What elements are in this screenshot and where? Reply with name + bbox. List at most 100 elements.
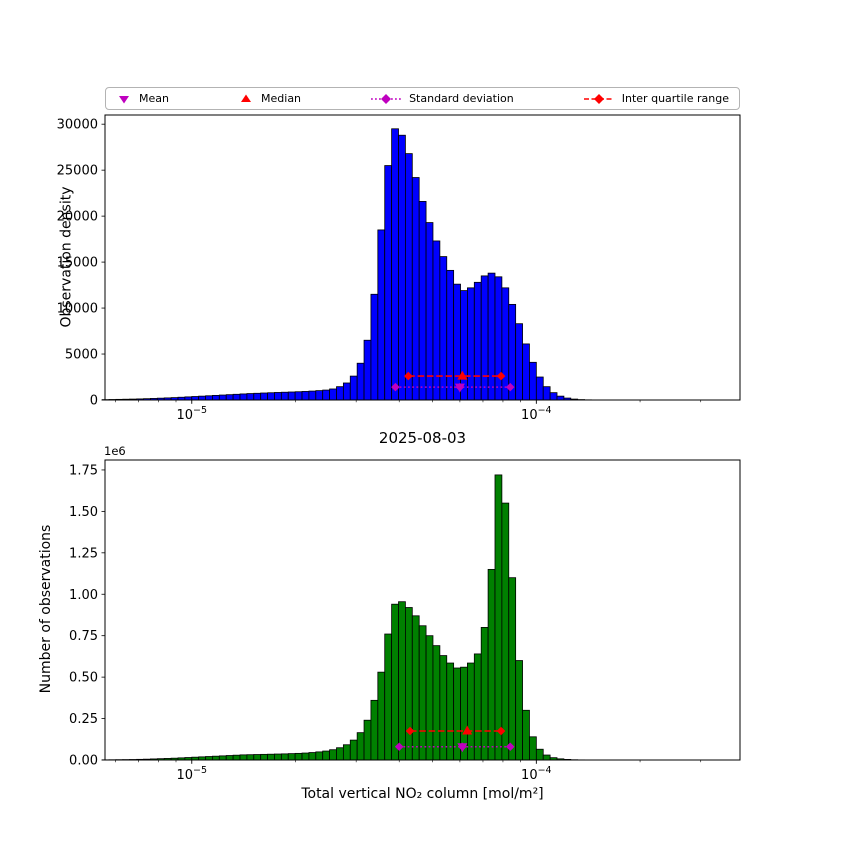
histogram-bar [225,394,234,401]
histogram-bar [446,269,455,401]
histogram-bar [384,165,393,401]
iqr-q1-diamond [405,726,415,736]
histogram-bar [549,392,558,401]
histogram-bar [287,391,296,401]
std-high-diamond [505,382,515,392]
histogram-bar [363,719,372,761]
histogram-bar [384,633,393,761]
histogram-bar [218,755,227,761]
histogram-bar [205,395,213,401]
y-tick-label: 1.75 [69,463,98,478]
std-deviation-diamond-dotted-icon [370,92,402,106]
histogram-bar [480,627,489,761]
histogram-bar [342,744,351,761]
histogram-bar [349,375,358,401]
histogram-bar [212,755,220,761]
y-tick-label: 25000 [57,164,98,179]
xlabel-total-vertical-no2-column: Total vertical NO₂ column [mol/m²] [301,786,544,802]
histogram-bar [336,386,344,401]
histogram-bar [515,323,523,401]
histogram-bar [308,752,317,761]
histogram-bar [280,753,289,761]
legend-item-inter-quartile-range: Inter quartile range [583,92,729,106]
x-tick-label: 10−5 [176,405,207,423]
legend-item-median: Median [238,92,301,106]
histogram-bar [501,287,510,401]
bottom-chart-title: 2025-08-03 [378,429,467,447]
histogram-bar [439,655,448,761]
histogram-bar [329,388,337,401]
histogram-bar [205,756,213,761]
mean-triangle-down-icon [116,92,132,106]
histogram-bar [329,749,337,761]
legend-label-median: Median [261,92,302,105]
histogram-bar [439,256,448,401]
histogram-bar [253,392,262,401]
histogram-bar [212,394,220,401]
histogram-bar [515,660,523,761]
number-of-observations-histogram: 0.00 0.25 0.50 0.75 1.00 1.25 1.50 1.75 10−5 10−4 [69,459,741,783]
histogram-bar [356,732,365,761]
histogram-bar [246,393,255,401]
ylabel-observation-density: Observation density [58,186,75,328]
histogram-bar [556,395,565,401]
legend: Mean Median Standard deviation Inter qua… [105,87,740,110]
ylabel-number-of-observations: Number of observations [38,524,54,694]
histogram-bar [529,736,537,761]
y-tick-label: 15000 [57,256,98,271]
histogram-bar [425,222,434,401]
x-tick-label: 10−4 [521,405,552,423]
y-axis-offset-text: 1e6 [104,444,126,458]
histogram-bar [322,389,330,401]
histogram-bar [280,391,289,401]
histogram-bar [274,392,282,401]
histogram-bar [267,753,275,761]
x-tick-label: 10−4 [521,765,552,783]
histogram-bar [246,754,255,761]
histogram-bar [501,502,510,761]
histogram-bar [322,750,330,761]
histogram-bar [315,751,324,761]
histogram-bar [508,577,517,761]
histogram-bar [473,653,482,761]
histogram-bar [274,753,282,761]
legend-label-standard-deviation: Standard deviation [409,92,514,105]
histogram-bar [418,201,427,401]
histogram-bar [522,343,530,401]
histogram-bar [198,395,206,401]
y-tick-label: 20000 [57,210,98,225]
histogram-bar [301,391,310,401]
histogram-bar [315,390,324,401]
histogram-bar [522,709,530,761]
histogram-bar [225,755,234,761]
histogram-bar [494,276,503,401]
median-triangle-up-icon [238,92,254,106]
y-tick-label: 1.25 [69,546,98,561]
histogram-bar [411,615,420,761]
legend-label-inter-quartile-range: Inter quartile range [621,92,729,105]
histogram-bar [404,607,413,761]
histogram-bar [260,392,268,401]
histogram-bar [404,153,413,401]
axes-frame [104,114,741,401]
histogram-bar [391,128,399,401]
y-tick-label: 5000 [65,348,98,363]
histogram-bar [301,752,310,761]
histogram-bar [542,386,551,401]
histogram-bar [529,361,537,401]
histogram-bar [418,625,427,761]
histogram-bar [191,396,200,401]
histogram-bar [260,753,268,761]
histogram-bar [453,283,461,401]
iqr-diamond-dashed-icon [583,92,615,106]
observation-density-histogram: 0 5000 10000 15000 20000 25000 30000 10−5 10−4 [57,114,741,423]
iqr-q3-diamond [496,726,506,736]
histogram-bar [267,392,275,401]
y-tick-label: 0 [90,394,98,409]
mean-marker [454,383,465,393]
histogram-bar [432,645,441,761]
histogram-bar [398,134,406,401]
iqr-q1-diamond [403,371,413,381]
